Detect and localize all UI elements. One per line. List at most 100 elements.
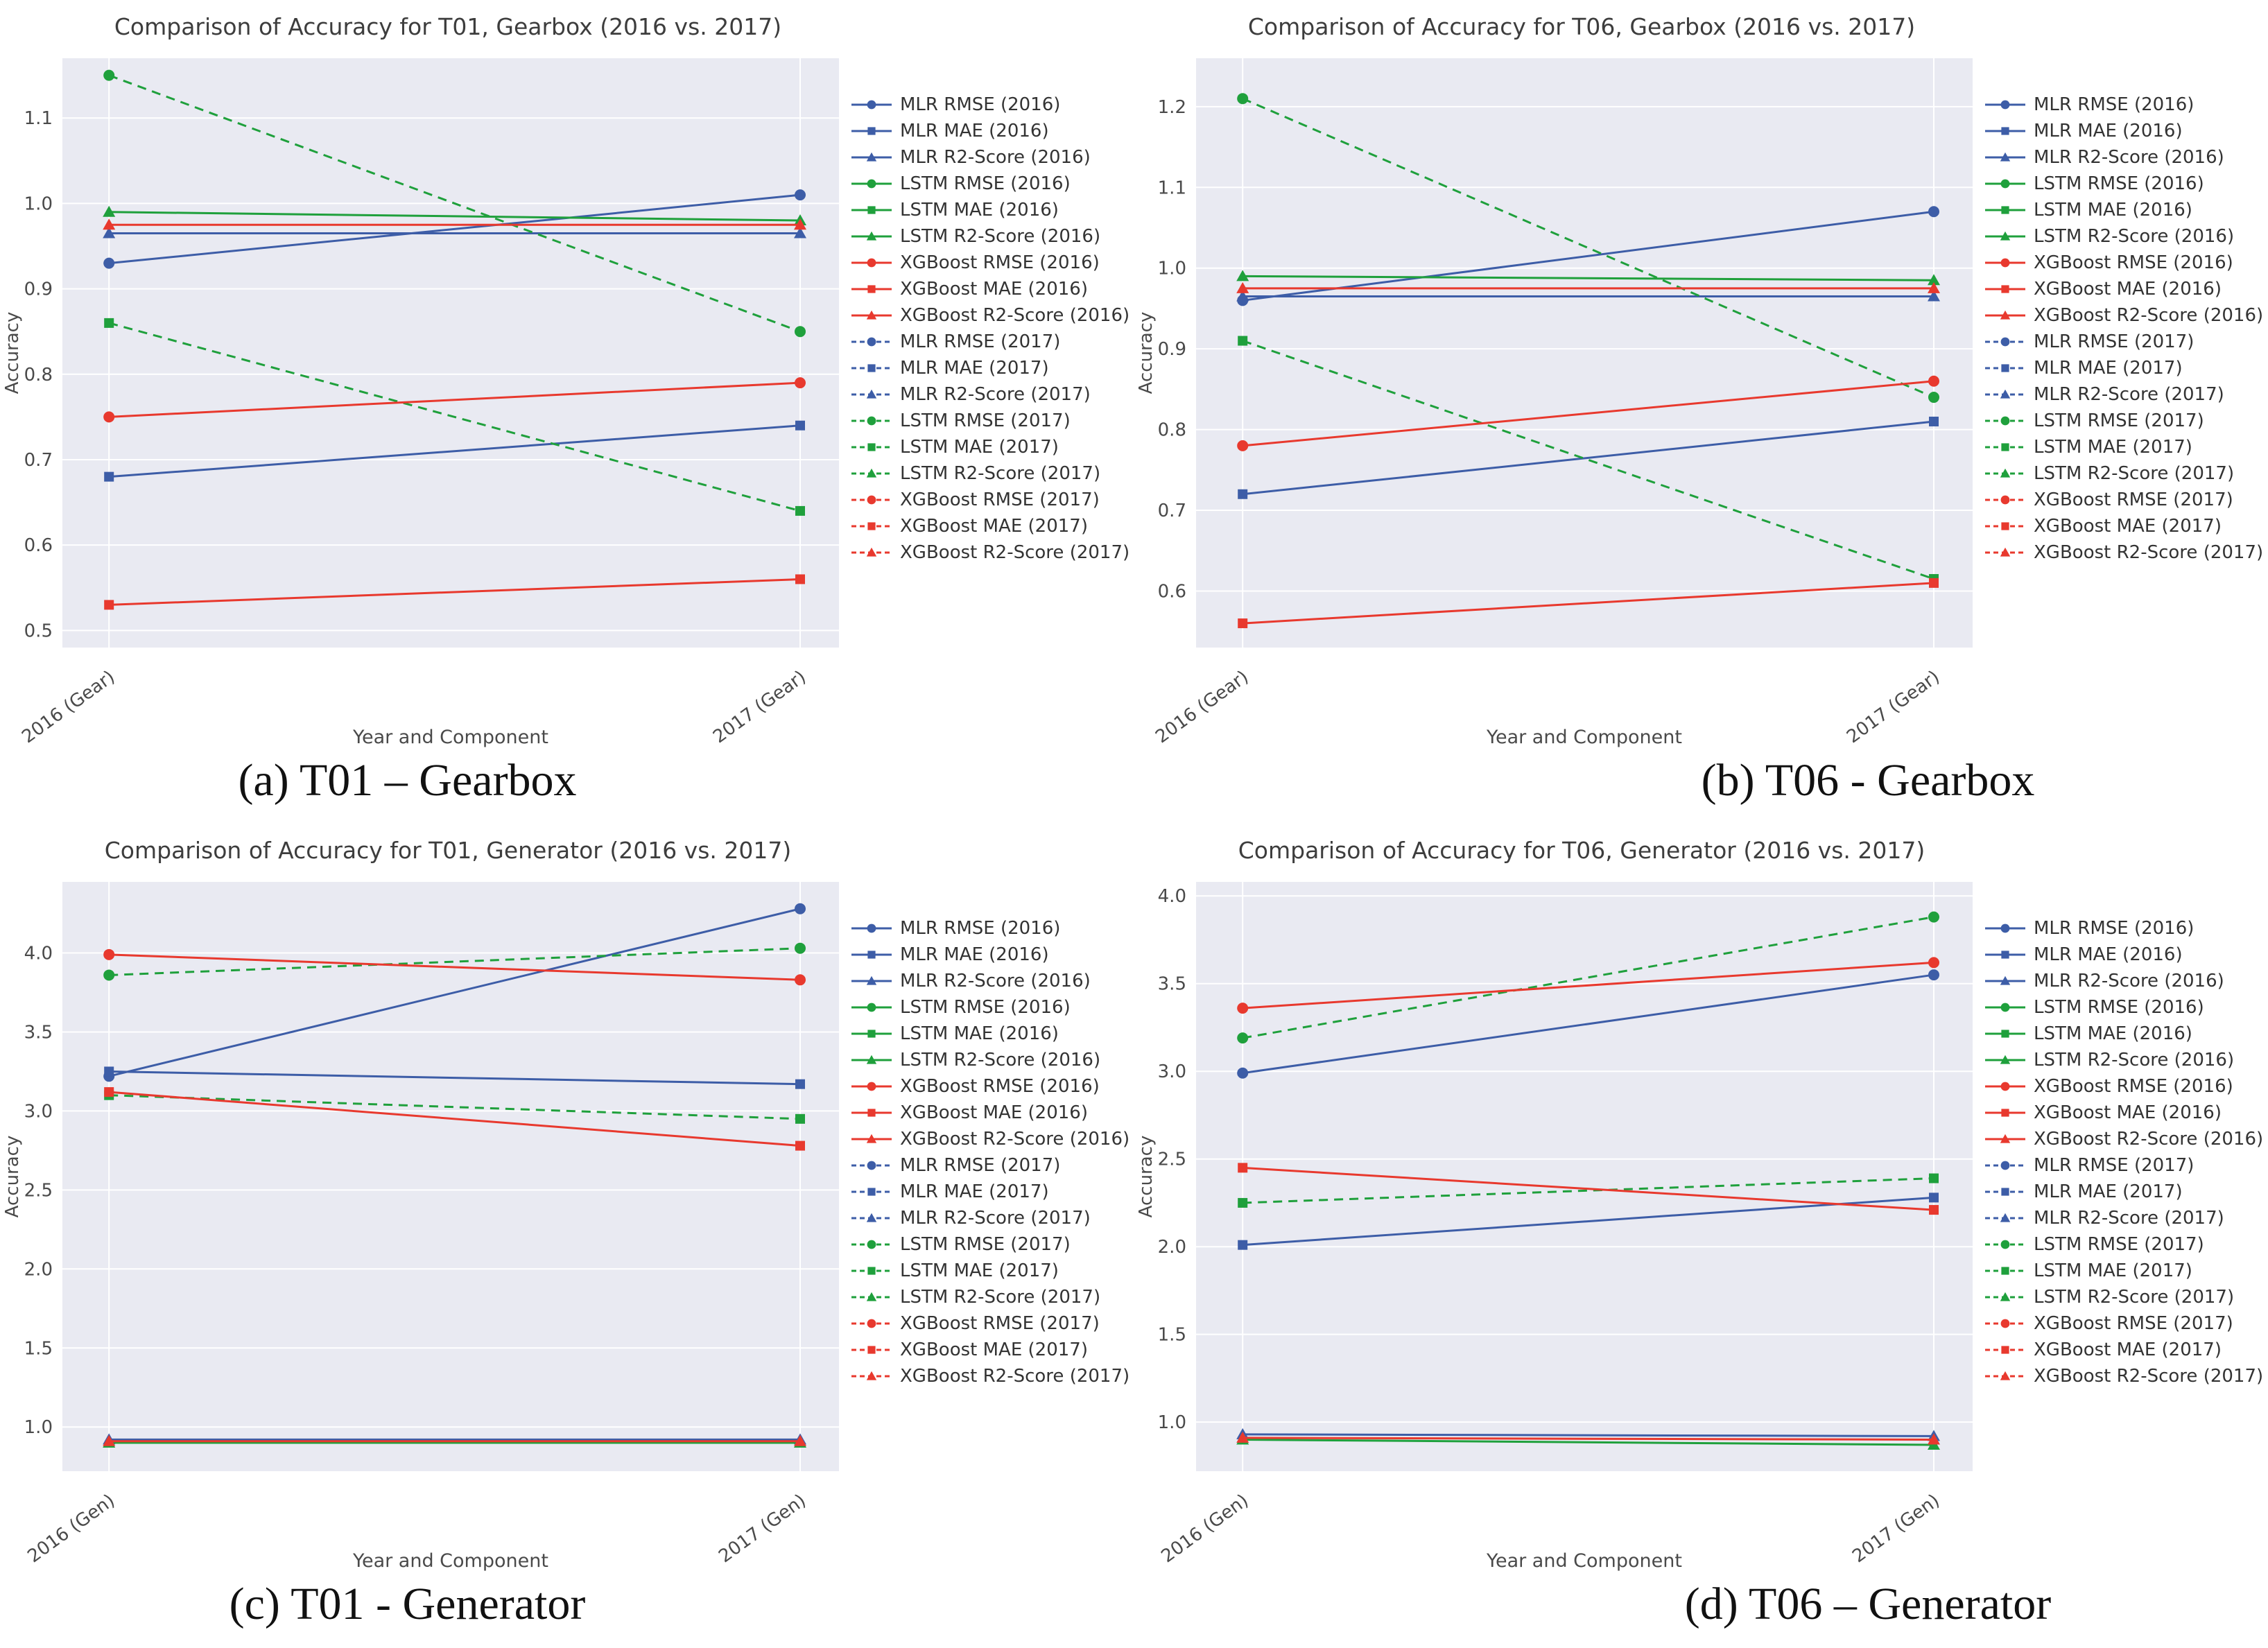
marker-triangle bbox=[2000, 468, 2011, 478]
legend-item: MLR MAE (2016) bbox=[1984, 118, 2263, 144]
legend-label: XGBoost RMSE (2016) bbox=[900, 252, 1100, 273]
legend-label: LSTM RMSE (2016) bbox=[2034, 997, 2204, 1018]
legend-item: MLR R2-Score (2017) bbox=[1984, 1205, 2263, 1231]
series-line bbox=[109, 211, 801, 222]
marker-square bbox=[1238, 1240, 1248, 1250]
legend-item: LSTM RMSE (2016) bbox=[850, 171, 1129, 197]
marker-square bbox=[795, 505, 805, 516]
figure-a: Comparison of Accuracy for T01, Gearbox … bbox=[0, 10, 1129, 752]
legend-item: XGBoost MAE (2016) bbox=[850, 1100, 1129, 1126]
legend-label: XGBoost R2-Score (2016) bbox=[2034, 1129, 2264, 1150]
legend-item: XGBoost RMSE (2016) bbox=[1984, 1073, 2263, 1100]
legend-item: MLR RMSE (2017) bbox=[850, 329, 1129, 355]
marker-triangle bbox=[866, 310, 877, 320]
legend-label: XGBoost MAE (2016) bbox=[2034, 279, 2222, 300]
marker-square bbox=[1238, 489, 1248, 499]
legend-label: MLR R2-Score (2016) bbox=[2034, 147, 2224, 168]
y-tick-label: 1.0 bbox=[24, 193, 53, 214]
series-line bbox=[1242, 973, 1934, 1075]
legend-key bbox=[851, 923, 892, 933]
marker-triangle bbox=[866, 468, 877, 478]
marker-square bbox=[1929, 416, 1939, 426]
legend-item: MLR R2-Score (2016) bbox=[850, 968, 1129, 994]
legend-label: MLR MAE (2017) bbox=[2034, 358, 2183, 379]
legend-item: LSTM R2-Score (2016) bbox=[1984, 223, 2263, 250]
y-tick-label: 2.0 bbox=[1158, 1237, 1186, 1258]
marker-circle bbox=[2000, 1161, 2010, 1170]
marker-square bbox=[2001, 1267, 2009, 1275]
series-line bbox=[109, 947, 801, 976]
legend-item: MLR R2-Score (2016) bbox=[1984, 144, 2263, 171]
marker-circle bbox=[1928, 206, 1939, 218]
legend-key bbox=[851, 522, 892, 530]
marker-square bbox=[1238, 618, 1248, 629]
figure-c: Comparison of Accuracy for T01, Generato… bbox=[0, 833, 1129, 1575]
marker-triangle bbox=[866, 389, 877, 399]
series-line bbox=[1243, 961, 1934, 1009]
y-tick-label: 0.6 bbox=[24, 535, 53, 556]
legend-item: XGBoost R2-Score (2017) bbox=[850, 1363, 1129, 1389]
marker-circle bbox=[795, 942, 806, 954]
marker-triangle bbox=[866, 1292, 877, 1301]
legend: MLR RMSE (2016) MLR MAE (2016) MLR R2-Scor… bbox=[850, 915, 1129, 1575]
legend-item: XGBoost RMSE (2017) bbox=[1984, 487, 2263, 513]
marker-square bbox=[2001, 285, 2009, 293]
legend-label: LSTM R2-Score (2017) bbox=[2034, 1287, 2235, 1308]
legend-item: LSTM RMSE (2017) bbox=[1984, 408, 2263, 434]
legend-key bbox=[851, 179, 892, 189]
series-line bbox=[109, 1091, 801, 1147]
plot-background bbox=[62, 58, 839, 648]
legend-key bbox=[1985, 310, 2025, 320]
panel-d: Comparison of Accuracy for T06, Generato… bbox=[1134, 824, 2268, 1648]
series-line bbox=[1243, 1196, 1934, 1247]
marker-circle bbox=[2000, 923, 2010, 933]
series-line bbox=[109, 1070, 801, 1086]
legend-item: XGBoost MAE (2016) bbox=[1984, 1100, 2263, 1126]
marker-circle bbox=[2000, 179, 2010, 189]
marker-circle bbox=[867, 258, 876, 268]
series-line bbox=[1243, 210, 1934, 302]
marker-square bbox=[1929, 1192, 1939, 1203]
legend-key bbox=[851, 1371, 892, 1380]
x-axis-label: Year and Component bbox=[1486, 1550, 1682, 1572]
legend-key bbox=[851, 1319, 892, 1328]
legend-item: XGBoost R2-Score (2016) bbox=[1984, 302, 2263, 329]
legend-label: XGBoost MAE (2017) bbox=[2034, 516, 2222, 537]
legend-item: LSTM R2-Score (2017) bbox=[850, 460, 1129, 487]
legend-key bbox=[1985, 389, 2025, 399]
legend-item: MLR RMSE (2016) bbox=[850, 92, 1129, 118]
marker-square bbox=[2001, 127, 2009, 135]
legend-key bbox=[1985, 1213, 2025, 1222]
legend-item: LSTM MAE (2016) bbox=[1984, 197, 2263, 223]
marker-square bbox=[2001, 522, 2009, 530]
legend: MLR RMSE (2016) MLR MAE (2016) MLR R2-Scor… bbox=[1984, 92, 2263, 752]
series-line bbox=[1243, 582, 1934, 625]
plot-column-a: Comparison of Accuracy for T01, Gearbox … bbox=[0, 10, 847, 752]
chart-plot-b: 0.6 0.7 0.8 0.9 1.0 1.1 1.2 2016 (Gear) 2017 (Ge… bbox=[1136, 58, 1973, 748]
legend-label: LSTM MAE (2017) bbox=[900, 1260, 1059, 1281]
legend-key bbox=[1985, 443, 2025, 451]
legend-item: MLR MAE (2017) bbox=[850, 355, 1129, 381]
series-line bbox=[1243, 1438, 1934, 1446]
legend-key bbox=[851, 1188, 892, 1196]
legend-item: MLR MAE (2016) bbox=[850, 118, 1129, 144]
legend-item: MLR R2-Score (2016) bbox=[1984, 968, 2263, 994]
legend-label: XGBoost MAE (2017) bbox=[900, 1339, 1088, 1360]
marker-square bbox=[104, 471, 114, 482]
marker-triangle bbox=[2000, 975, 2011, 985]
marker-circle bbox=[103, 948, 115, 960]
marker-circle bbox=[2000, 337, 2010, 347]
marker-triangle bbox=[1236, 281, 1249, 293]
legend-label: MLR MAE (2016) bbox=[900, 944, 1049, 965]
x-tick-label: 2017 (Gen) bbox=[715, 1490, 810, 1567]
legend-label: XGBoost RMSE (2017) bbox=[900, 489, 1100, 510]
legend-label: MLR R2-Score (2017) bbox=[2034, 1208, 2224, 1229]
marker-square bbox=[2001, 1188, 2009, 1196]
legend-key bbox=[1985, 1003, 2025, 1012]
marker-circle bbox=[1928, 969, 1939, 981]
series-line bbox=[1243, 275, 1934, 281]
legend-key bbox=[1985, 1134, 2025, 1143]
legend-key bbox=[851, 416, 892, 426]
marker-triangle bbox=[1928, 281, 1940, 293]
legend-label: XGBoost MAE (2016) bbox=[900, 1102, 1088, 1123]
